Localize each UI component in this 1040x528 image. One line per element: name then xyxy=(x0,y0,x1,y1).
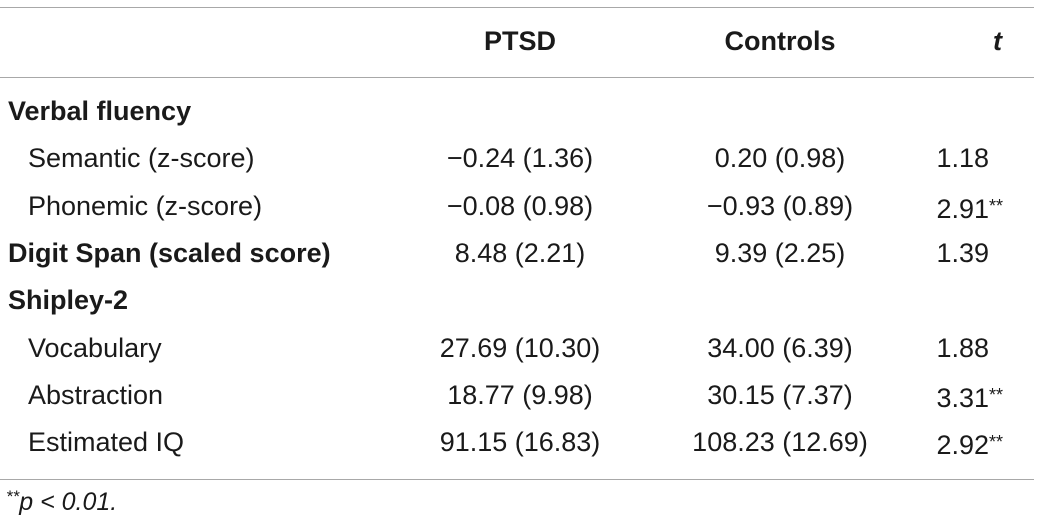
header-ptsd: PTSD xyxy=(483,26,556,56)
table-row: Estimated IQ 91.15 (16.83) 108.23 (12.69) 2… xyxy=(0,419,1040,466)
table-header-rule xyxy=(0,77,1034,78)
cell-ptsd: 27.69 (10.30) xyxy=(439,332,601,363)
cell-t-value: 2.91 xyxy=(936,193,989,224)
table-row: Vocabulary 27.69 (10.30) 34.00 (6.39) 1.88 xyxy=(0,325,1040,372)
cell-controls: 0.20 (0.98) xyxy=(714,143,846,174)
cell-controls: 9.39 (2.25) xyxy=(714,237,846,268)
cell-t: 2.91** xyxy=(900,183,1025,233)
cell-t xyxy=(900,88,1025,135)
table-row: Phonemic (z-score) −0.08 (0.98) −0.93 (0.8… xyxy=(0,183,1040,230)
cell-controls: 30.15 (7.37) xyxy=(707,379,853,410)
table-row: Semantic (z-score) −0.24 (1.36) 0.20 (0.98… xyxy=(0,135,1040,182)
row-label: Vocabulary xyxy=(28,332,162,363)
cell-controls: −0.93 (0.89) xyxy=(706,190,854,221)
row-label: Shipley-2 xyxy=(8,285,129,316)
table-top-rule xyxy=(0,7,1034,8)
cell-ptsd: 8.48 (2.21) xyxy=(454,237,586,268)
cell-t-value: 1.39 xyxy=(936,237,989,268)
header-t: t xyxy=(993,26,1002,56)
cell-controls: 34.00 (6.39) xyxy=(707,332,853,363)
cell-t-value: 1.88 xyxy=(936,332,989,363)
table-row: Shipley-2 xyxy=(0,277,1040,324)
footnote-text: p < 0.01. xyxy=(19,488,118,516)
table-row: Digit Span (scaled score) 8.48 (2.21) 9.39… xyxy=(0,230,1040,277)
footnote-mark: ** xyxy=(6,487,20,506)
significance-mark: ** xyxy=(989,384,1004,405)
significance-mark: ** xyxy=(989,195,1004,216)
significance-mark: ** xyxy=(989,432,1004,453)
cell-t: 3.31** xyxy=(900,372,1025,422)
cell-ptsd: −0.08 (0.98) xyxy=(446,190,594,221)
table-row: Abstraction 18.77 (9.98) 30.15 (7.37) 3.31*… xyxy=(0,372,1040,419)
cell-t: 1.18 xyxy=(900,135,1025,182)
cell-t-value: 3.31 xyxy=(936,382,989,413)
row-label: Estimated IQ xyxy=(28,427,185,458)
cell-t: 1.88 xyxy=(900,325,1025,372)
row-label: Digit Span (scaled score) xyxy=(8,237,331,268)
cell-t xyxy=(900,277,1025,324)
table-bottom-rule xyxy=(0,479,1034,480)
row-label: Abstraction xyxy=(28,379,164,410)
row-label: Verbal fluency xyxy=(8,96,192,126)
cell-ptsd: 18.77 (9.98) xyxy=(447,379,593,410)
cell-controls: 108.23 (12.69) xyxy=(692,427,868,458)
cell-ptsd: −0.24 (1.36) xyxy=(446,143,594,174)
table-row: Verbal fluency xyxy=(0,88,1040,135)
table-header-row: PTSD Controls t xyxy=(0,18,1040,65)
cell-t: 1.39 xyxy=(900,230,1025,277)
table-footnote: **p < 0.01. xyxy=(6,487,117,517)
row-label: Phonemic (z-score) xyxy=(28,190,263,221)
cell-ptsd: 91.15 (16.83) xyxy=(439,427,601,458)
cell-t-value: 2.92 xyxy=(936,430,989,461)
cell-t-value: 1.18 xyxy=(936,143,989,174)
row-label: Semantic (z-score) xyxy=(28,143,255,174)
cell-t: 2.92** xyxy=(900,419,1025,469)
header-controls: Controls xyxy=(724,26,836,56)
